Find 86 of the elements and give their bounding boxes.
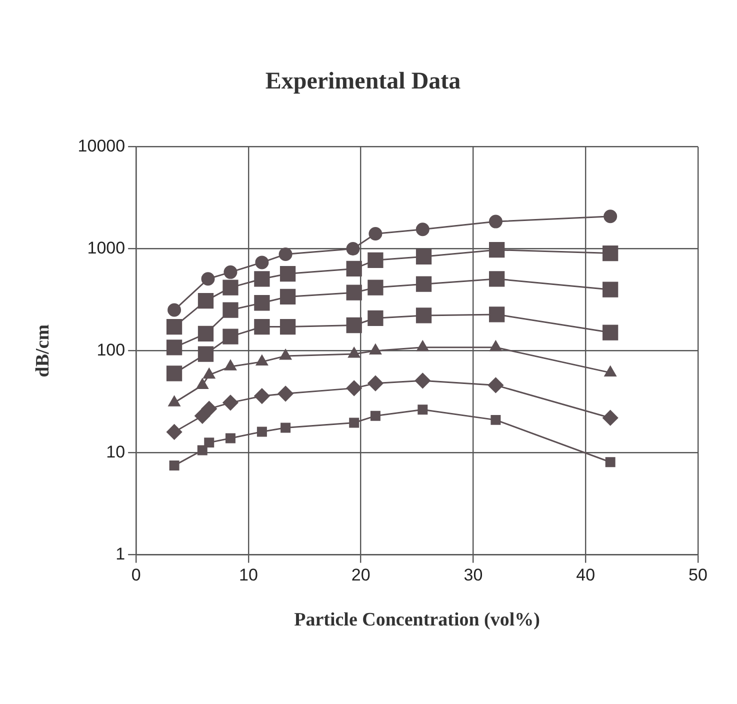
point — [346, 380, 362, 396]
point — [349, 418, 360, 428]
point — [166, 340, 182, 356]
point — [222, 394, 238, 410]
point — [346, 242, 360, 256]
point — [254, 318, 270, 335]
point — [368, 376, 384, 392]
chart-title: Experimental Data — [265, 68, 461, 95]
y-tick-label: 1000 — [87, 238, 126, 258]
point — [222, 328, 238, 344]
x-tick-label: 0 — [131, 566, 141, 585]
point — [414, 372, 430, 388]
point — [490, 340, 502, 352]
point — [605, 457, 616, 468]
point — [222, 302, 238, 318]
point — [201, 272, 215, 286]
point — [166, 366, 182, 382]
point — [489, 271, 505, 287]
x-tick-label: 30 — [464, 566, 483, 585]
point — [255, 256, 269, 270]
point — [224, 360, 236, 370]
x-tick-label: 40 — [576, 566, 596, 585]
point — [368, 310, 384, 326]
point — [280, 422, 291, 433]
point — [254, 271, 270, 287]
point — [368, 280, 384, 296]
point — [278, 248, 292, 262]
point — [197, 445, 208, 456]
x-tick-label: 10 — [238, 566, 258, 585]
point — [488, 377, 504, 393]
y-tick-label: 100 — [96, 340, 126, 360]
point — [416, 340, 429, 352]
point — [256, 426, 267, 437]
point — [348, 347, 360, 358]
y-tick-label: 1 — [116, 544, 126, 564]
y-tick-label: 10000 — [78, 136, 126, 156]
point — [225, 433, 236, 444]
point — [256, 355, 268, 366]
point — [346, 284, 362, 300]
point — [488, 214, 502, 228]
point — [370, 344, 382, 355]
point — [280, 266, 296, 282]
point — [201, 401, 217, 417]
point — [198, 346, 214, 362]
x-tick-label: 50 — [688, 566, 708, 585]
point — [280, 318, 296, 335]
point — [418, 404, 428, 415]
point — [224, 265, 238, 279]
point — [254, 295, 270, 311]
point — [168, 396, 180, 406]
point — [280, 288, 296, 305]
point — [222, 280, 238, 296]
point — [604, 366, 616, 376]
point — [166, 424, 182, 440]
point — [489, 306, 505, 322]
point — [416, 222, 430, 236]
y-axis-title: dB/cm — [32, 324, 54, 378]
point — [166, 318, 182, 335]
point — [203, 368, 216, 379]
point — [278, 386, 294, 402]
point — [416, 308, 432, 324]
point — [198, 293, 214, 309]
x-tick-label: 20 — [351, 566, 370, 585]
point — [254, 388, 270, 404]
point — [196, 378, 208, 389]
point — [490, 414, 501, 425]
point — [368, 252, 384, 268]
point — [602, 282, 618, 298]
point — [416, 248, 432, 264]
x-axis-title: Particle Concentration (vol%) — [294, 610, 540, 631]
point — [416, 276, 432, 292]
point — [602, 410, 618, 426]
point — [602, 324, 618, 340]
point — [280, 349, 292, 360]
point — [602, 245, 618, 262]
point — [204, 438, 214, 448]
point — [346, 317, 362, 334]
point — [198, 326, 214, 342]
point — [168, 303, 182, 317]
point — [370, 410, 380, 421]
y-tick-label: 10 — [106, 442, 126, 462]
point — [604, 210, 618, 224]
point — [489, 242, 505, 258]
point — [346, 260, 362, 277]
point — [368, 226, 382, 240]
point — [169, 460, 180, 471]
